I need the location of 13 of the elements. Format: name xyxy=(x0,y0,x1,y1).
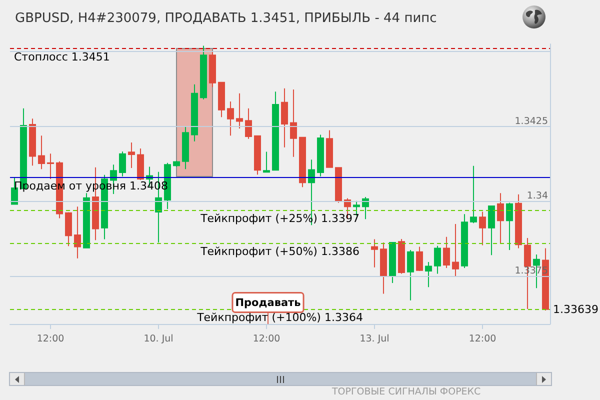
x-tick-label: 12:00 xyxy=(252,334,280,344)
ref-line-label: Тейкпрофит (+50%) 1.3386 xyxy=(200,245,360,258)
x-tick-label: 12:00 xyxy=(36,334,64,344)
text: 1.33639 xyxy=(553,302,598,316)
text: ТОРГОВЫЕ СИГНАЛЫ ФОРЕКС xyxy=(331,386,482,398)
ref-line-label: Стоплосс 1.3451 xyxy=(14,50,110,64)
x-tick-label: 13. Jul xyxy=(360,334,390,344)
x-tick-label: 12:00 xyxy=(468,334,496,344)
x-tick-label: 10. Jul xyxy=(144,334,174,344)
annotation: Продавать xyxy=(235,297,302,309)
y-tick-label: 1.34 xyxy=(526,190,548,202)
chart-title: GBPUSD, H4#230079, ПРОДАВАТЬ 1.3451, ПРИБЫЛЬ - 44 пипс xyxy=(15,11,437,26)
y-tick-label: 1.3425 xyxy=(514,116,548,127)
